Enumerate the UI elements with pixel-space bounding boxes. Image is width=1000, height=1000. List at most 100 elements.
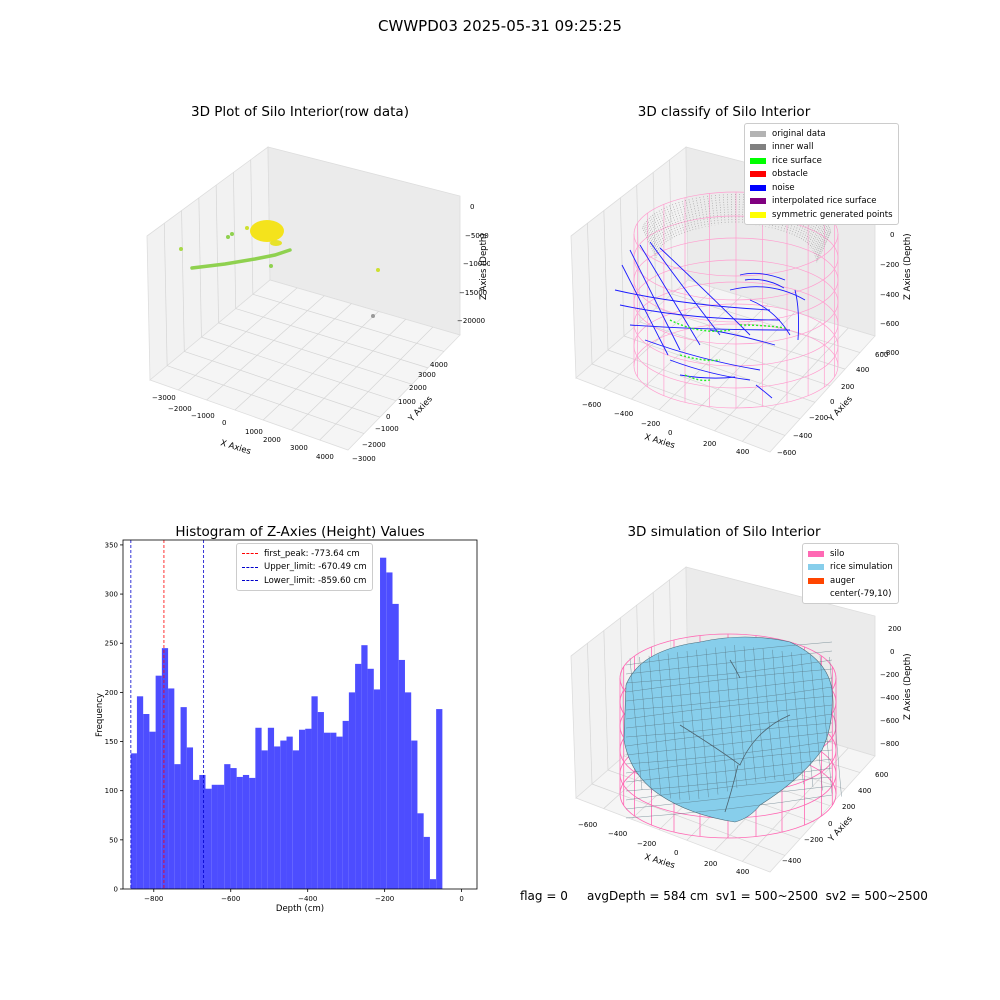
svg-text:−1000: −1000 — [375, 425, 399, 433]
svg-text:−10000: −10000 — [463, 260, 490, 268]
noise-points — [614, 241, 806, 399]
histogram-bar — [436, 709, 443, 889]
histogram-bar — [361, 645, 368, 889]
histogram-chart[interactable]: −800 −600 −400 −200 0 050100150200250300350 … — [90, 535, 490, 920]
svg-text:−600: −600 — [578, 821, 597, 829]
histogram-bar — [311, 696, 318, 889]
legend-entry: original data — [750, 127, 893, 141]
simulation-z-label: Z Axies (Depth) — [903, 653, 913, 720]
silo-wireframe — [633, 191, 839, 409]
svg-text:4000: 4000 — [430, 361, 448, 369]
svg-text:600: 600 — [875, 351, 888, 359]
raw-z-ticks: 0 −5000 −10000 −15000 −20000 — [457, 203, 490, 325]
svg-text:−15000: −15000 — [459, 289, 487, 297]
histogram-bar — [274, 746, 281, 889]
svg-text:0: 0 — [668, 429, 672, 437]
svg-text:0: 0 — [890, 231, 894, 239]
legend-entry: silo — [808, 547, 893, 561]
histogram-bar — [199, 774, 206, 889]
raw-3d-plot[interactable]: −3000 −2000 −1000 0 1000 2000 3000 4000 … — [130, 130, 490, 470]
svg-text:−3000: −3000 — [352, 455, 376, 463]
svg-text:−400: −400 — [608, 830, 627, 838]
svg-text:0: 0 — [890, 648, 894, 656]
histogram-bar — [367, 668, 374, 889]
svg-text:400: 400 — [736, 868, 749, 876]
y-tick-label: 50 — [109, 836, 118, 844]
svg-text:1000: 1000 — [245, 428, 263, 436]
legend-swatch — [242, 580, 258, 582]
legend-label: obstacle — [772, 169, 808, 180]
svg-text:400: 400 — [858, 787, 871, 795]
simulation-3d-plot[interactable]: −600 −400 −200 0 200 400 X Axies −400 −2… — [560, 550, 920, 890]
histogram-bar — [355, 663, 362, 889]
svg-text:0: 0 — [674, 849, 678, 857]
histogram-bar — [411, 740, 418, 889]
histogram-bar — [193, 779, 200, 889]
histogram-legend: first_peak: -773.64 cm Upper_limit: -670.… — [236, 543, 373, 591]
simulation-y-ticks: −400 −200 0 200 400 600 — [782, 771, 888, 865]
legend-swatch — [242, 566, 258, 568]
simulation-y-label: Y Axies — [826, 814, 855, 845]
histogram-title: Histogram of Z-Axies (Height) Values — [175, 524, 425, 540]
legend-entry: obstacle — [750, 168, 893, 182]
raw-z-label: Z Axies (Depth) — [479, 233, 489, 300]
simulation-x-label: X Axies — [643, 852, 676, 871]
histogram-bar — [299, 729, 306, 889]
y-tick-label: 200 — [105, 689, 118, 697]
histogram-y-label: Frequency — [95, 693, 105, 737]
legend-label: first_peak: -773.64 cm — [264, 548, 360, 559]
svg-text:1000: 1000 — [398, 398, 416, 406]
histogram-bar — [386, 572, 393, 889]
histogram-bar — [330, 732, 337, 889]
histogram-x-ticks: −800 −600 −400 −200 0 — [144, 889, 464, 903]
svg-text:600: 600 — [875, 771, 888, 779]
histogram-bar — [130, 753, 137, 889]
histogram-bar — [211, 784, 218, 889]
histogram-bar — [336, 736, 343, 889]
histogram-bar — [249, 777, 256, 889]
legend-swatch — [750, 157, 766, 164]
svg-text:−200: −200 — [880, 261, 899, 269]
classify-z-ticks: 00 0 −200 −400 −600 −800 — [880, 208, 899, 357]
histogram-bar — [180, 707, 187, 889]
legend-label: noise — [772, 182, 795, 193]
legend-swatch — [750, 211, 766, 218]
raw-x-ticks: −3000 −2000 −1000 0 1000 2000 3000 4000 — [152, 394, 334, 461]
legend-label: Upper_limit: -670.49 cm — [264, 562, 367, 573]
legend-label: interpolated rice surface — [772, 196, 877, 207]
histogram-bar — [348, 692, 356, 889]
legend-entry: auger — [808, 574, 893, 588]
histogram-bar — [149, 731, 156, 889]
raw-plot-title: 3D Plot of Silo Interior(row data) — [191, 104, 409, 120]
histogram-bar — [342, 720, 349, 889]
svg-text:−1000: −1000 — [191, 412, 215, 420]
svg-text:−400: −400 — [782, 857, 801, 865]
histogram-bar — [143, 714, 150, 889]
svg-text:−20000: −20000 — [457, 317, 485, 325]
legend-swatch — [808, 550, 824, 557]
svg-text:2000: 2000 — [409, 384, 427, 392]
svg-text:0: 0 — [828, 820, 832, 828]
histogram-bar — [373, 689, 381, 889]
histogram-bar — [217, 784, 225, 889]
histogram-bar — [280, 740, 287, 889]
svg-text:0: 0 — [386, 413, 390, 421]
histogram-bar — [404, 692, 412, 889]
raw-pane-left — [146, 146, 461, 451]
raw-yellow-cluster — [250, 220, 284, 242]
svg-text:−800: −800 — [880, 349, 899, 357]
svg-text:0: 0 — [830, 398, 834, 406]
svg-text:−200: −200 — [880, 671, 899, 679]
histogram-bar — [255, 727, 262, 889]
histogram-bar — [236, 776, 243, 889]
rice-simulation-surface — [623, 636, 842, 823]
raw-y-ticks: −3000 −2000 −1000 0 1000 2000 3000 4000 — [352, 361, 448, 463]
svg-text:−600: −600 — [777, 449, 796, 457]
raw-green-trail — [190, 248, 292, 270]
y-tick-label: 100 — [105, 787, 118, 795]
svg-text:−3000: −3000 — [152, 394, 176, 402]
legend-swatch — [750, 198, 766, 205]
raw-data-points — [179, 220, 380, 318]
legend-entry: rice simulation — [808, 561, 893, 575]
svg-text:200: 200 — [704, 860, 717, 868]
